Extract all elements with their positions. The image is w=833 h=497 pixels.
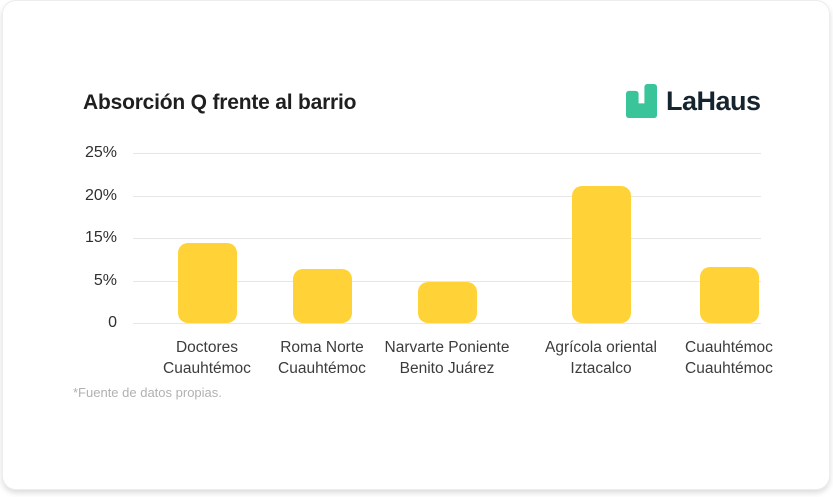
x-axis-category-label: Doctores Cuauhtémoc [122, 337, 292, 379]
lahaus-logo: LaHaus [626, 84, 761, 118]
y-axis-tick-label: 5% [93, 271, 117, 289]
x-axis-category-label: Roma Norte Cuauhtémoc [237, 337, 407, 379]
gridline [133, 280, 761, 282]
y-axis-tick-label: 20% [84, 186, 117, 204]
chart-bar-1 [177, 243, 237, 323]
y-axis-tick-label: 0 [108, 314, 117, 331]
source-note: *Fuente de datos propias. [73, 385, 222, 400]
lahaus-house-icon [626, 84, 657, 118]
x-axis-category-label: Cuauhtémoc Cuauhtémoc [644, 337, 814, 379]
gridline [133, 238, 761, 239]
x-axis-category-label-line2: Iztacalco [570, 360, 632, 377]
x-axis-category-label: Narvarte Poniente Benito Juárez [362, 337, 532, 379]
bar-chart-plot-area: 25% 20% 15% 5% 0 Doctores Cuauhtémoc Roma Norte… [3, 1, 831, 491]
x-axis-category-label-line1: Cuauhtémoc [685, 339, 773, 356]
chart-bar-5 [699, 267, 759, 323]
x-axis-category-label-line2: Cuauhtémoc [685, 360, 773, 377]
y-axis-tick-label: 15% [84, 229, 117, 246]
x-axis-category-label-line1: Doctores [175, 339, 239, 356]
gridline [133, 153, 761, 154]
chart-card: Absorción Q frente al barrio LaHaus 25% 2… [2, 0, 830, 490]
lahaus-logo-text: LaHaus [666, 85, 761, 116]
chart-bar-2 [292, 268, 352, 323]
x-axis-category-label-line2: Cuauhtémoc [163, 360, 251, 377]
x-axis-category-label-line1: Narvarte Poniente [384, 339, 510, 356]
y-axis-tick-label: 25% [84, 144, 117, 161]
x-axis-category-label-line2: Cuauhtémoc [278, 360, 366, 377]
chart-title: Absorción Q frente al barrio [83, 91, 357, 114]
x-axis-category-label-line2: Benito Juárez [399, 360, 495, 377]
chart-bar-3 [417, 282, 477, 323]
x-axis-category-label-line1: Roma Norte [280, 339, 364, 356]
gridline [133, 195, 761, 197]
chart-bar-4 [571, 185, 631, 323]
gridline [133, 323, 761, 324]
x-axis-category-label-line1: Agrícola oriental [544, 339, 657, 356]
x-axis-category-label: Agrícola oriental Iztacalco [516, 337, 686, 379]
